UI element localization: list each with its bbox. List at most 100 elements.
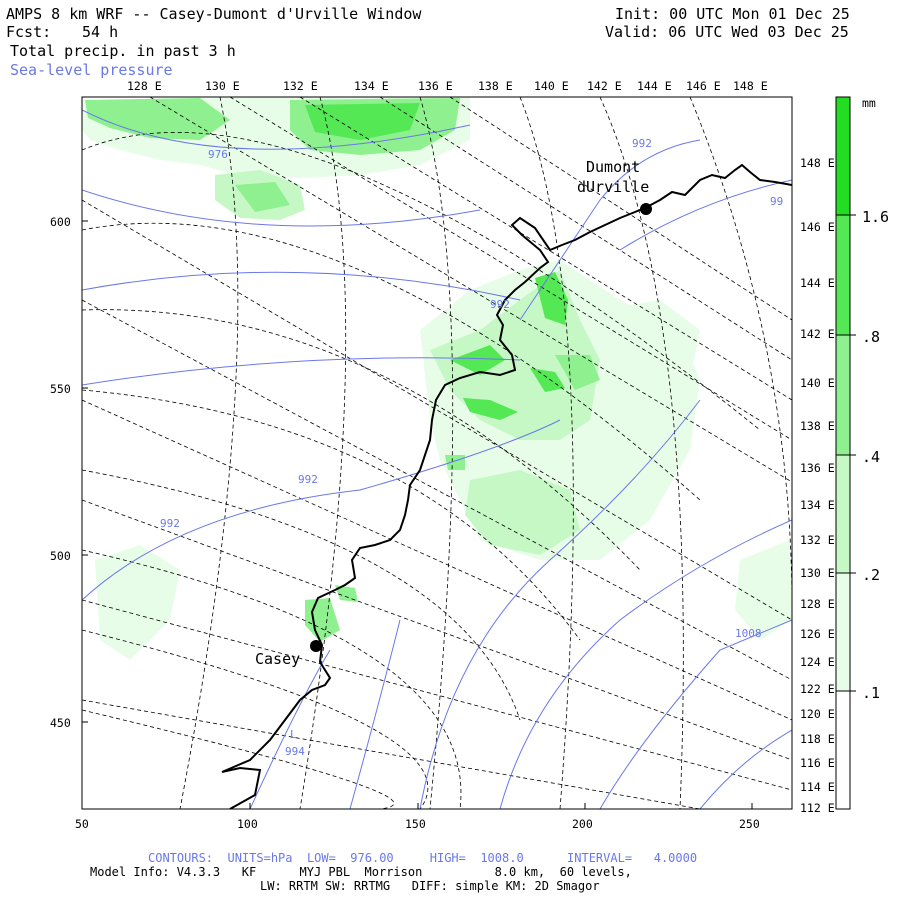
map-frame xyxy=(81,96,793,810)
physics-info: LW: RRTM SW: RRTMG DIFF: simple KM: 2D S… xyxy=(260,879,600,893)
meridian-line xyxy=(82,549,462,809)
isobar xyxy=(519,139,701,321)
isobar xyxy=(349,619,401,809)
top-lon-label: 144 E xyxy=(637,79,672,93)
top-lon-labels: 128 E 130 E 132 E 134 E 136 E 138 E 140 … xyxy=(127,79,768,93)
contour-label: 976 xyxy=(208,148,228,161)
isobar xyxy=(82,419,561,601)
right-lon-label: 120 E xyxy=(800,707,835,721)
meridian-line xyxy=(82,222,701,501)
colorbar-units: mm xyxy=(862,96,876,110)
y-tick-label: 500 xyxy=(50,549,71,563)
right-lon-label: 128 E xyxy=(800,597,835,611)
precip-area xyxy=(530,368,565,392)
precip-area xyxy=(465,470,580,555)
right-lon-label: 146 E xyxy=(800,220,835,234)
right-lon-label: 136 E xyxy=(800,461,835,475)
y-axis: 600 550 500 450 xyxy=(50,215,88,730)
right-lon-label: 138 E xyxy=(800,419,835,433)
precip-area xyxy=(235,182,290,212)
top-lon-label: 148 E xyxy=(733,79,768,93)
meridian-line xyxy=(82,599,792,791)
valid-time: Valid: 06 UTC Wed 03 Dec 25 xyxy=(605,23,849,41)
top-lon-label: 128 E xyxy=(127,79,162,93)
meridian-line xyxy=(82,469,521,721)
colorbar-swatch xyxy=(836,691,850,809)
station-label-casey: Casey xyxy=(255,650,300,668)
map-content xyxy=(82,97,792,809)
precip-area xyxy=(463,398,518,420)
station-label-dumont-line2: dUrville xyxy=(577,178,649,196)
isobar xyxy=(599,619,792,809)
colorbar-swatch xyxy=(836,455,850,573)
meridian-line xyxy=(82,389,581,641)
top-lon-label: 132 E xyxy=(283,79,318,93)
meridian-line xyxy=(82,399,792,721)
overlay-description: Sea-level pressure xyxy=(10,61,173,79)
station-label-dumont-line1: Dumont xyxy=(586,158,640,176)
isobar xyxy=(82,271,521,301)
y-tick-label: 450 xyxy=(50,716,71,730)
x-tick-label: 100 xyxy=(237,817,258,831)
isobar xyxy=(619,179,792,251)
contour-label: 992 xyxy=(490,298,510,311)
top-lon-label: 136 E xyxy=(418,79,453,93)
meridian-line xyxy=(229,97,792,441)
meridian-line xyxy=(82,299,792,681)
station-marker-dumont[interactable] xyxy=(640,203,652,215)
station-marker-casey[interactable] xyxy=(310,640,322,652)
forecast-label: Fcst: xyxy=(6,23,52,41)
colorbar-label: 1.6 xyxy=(862,208,889,226)
isobar xyxy=(82,357,521,386)
isobar xyxy=(699,729,792,809)
colorbar-swatch xyxy=(836,215,850,335)
right-lon-label: 114 E xyxy=(800,780,835,794)
right-lon-label: 124 E xyxy=(800,655,835,669)
parallel-line xyxy=(689,97,792,601)
right-lon-label: 144 E xyxy=(800,276,835,290)
top-lon-label: 140 E xyxy=(534,79,569,93)
meridian-line xyxy=(449,97,792,321)
meridian-line xyxy=(82,199,792,621)
precip-area xyxy=(305,103,420,140)
x-tick-label: 200 xyxy=(572,817,593,831)
colorbar-swatch xyxy=(836,573,850,691)
right-lon-label: 148 E xyxy=(800,156,835,170)
meridian-line xyxy=(82,499,792,761)
meridian-line xyxy=(82,132,761,431)
forecast-hours: 54 h xyxy=(82,23,119,41)
right-lon-label: 140 E xyxy=(800,376,835,390)
right-lon-labels: 148 E 146 E 144 E 142 E 140 E 138 E 136 … xyxy=(800,156,835,815)
isobar xyxy=(499,519,792,809)
contour-label: 992 xyxy=(298,473,318,486)
contour-label: 992 xyxy=(160,517,180,530)
top-lon-label: 134 E xyxy=(354,79,389,93)
model-info: Model Info: V4.3.3 KF MYJ PBL Morrison 8… xyxy=(90,865,632,879)
map-title: AMPS 8 km WRF -- Casey-Dumont d'Urville … xyxy=(6,5,422,23)
contour-info: CONTOURS: UNITS=hPa LOW= 976.00 HIGH= 10… xyxy=(148,851,698,865)
right-lon-label: 116 E xyxy=(800,756,835,770)
contour-label: 1008 xyxy=(735,627,762,640)
top-lon-label: 146 E xyxy=(686,79,721,93)
colorbar-label: .4 xyxy=(862,448,880,466)
precip-area xyxy=(335,585,358,602)
precip-area xyxy=(450,345,505,375)
precip-area xyxy=(735,540,792,640)
colorbar-label: .2 xyxy=(862,566,880,584)
contour-label: 992 xyxy=(632,137,652,150)
top-lon-label: 130 E xyxy=(205,79,240,93)
precip-area xyxy=(95,545,180,660)
right-lon-label: 118 E xyxy=(800,732,835,746)
contour-label: 99 xyxy=(770,195,783,208)
colorbar-label: .1 xyxy=(862,684,880,702)
isobar xyxy=(419,399,701,809)
right-lon-label: 134 E xyxy=(800,498,835,512)
colorbar: mm 1.6 .8 .4 .2 .1 xyxy=(835,96,889,810)
field-description: Total precip. in past 3 h xyxy=(10,42,236,60)
top-lon-label: 142 E xyxy=(587,79,622,93)
isobar xyxy=(82,109,471,150)
pressure-contours xyxy=(82,109,792,809)
parallel-line xyxy=(599,97,684,809)
meridian-line xyxy=(379,97,792,361)
